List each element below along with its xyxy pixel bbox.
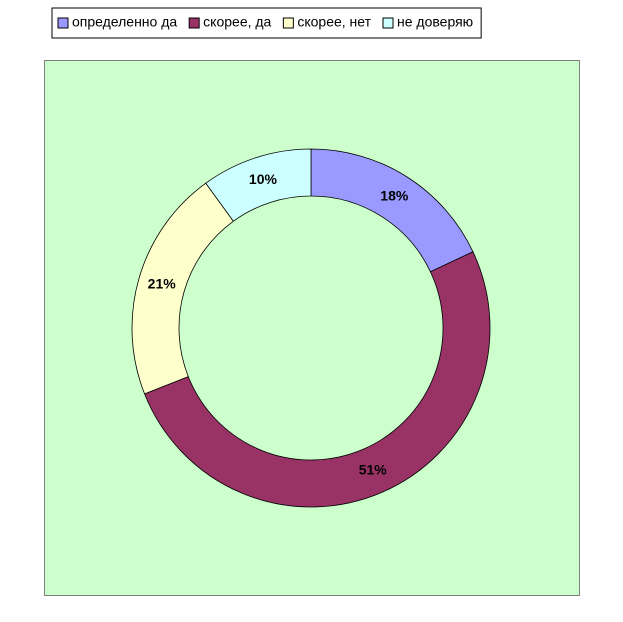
donut: 18% 51% 21% 10% [131, 148, 491, 508]
value-label: 51% [359, 461, 388, 477]
donut-slice [205, 148, 312, 222]
legend-label: скорее, да [203, 14, 271, 30]
value-label: 10% [249, 171, 278, 187]
legend-swatch [57, 17, 69, 29]
value-label: 18% [380, 187, 409, 203]
plot-area [44, 60, 580, 596]
legend-box [51, 7, 482, 39]
legend-swatch [282, 17, 294, 29]
legend-label: скорее, нет [297, 14, 371, 30]
legend-swatch [188, 17, 200, 29]
value-label: 21% [148, 275, 177, 291]
legend-swatch [382, 17, 394, 29]
donut-slice [144, 251, 491, 508]
legend-label: не доверяю [397, 14, 473, 30]
legend-label: определенно да [72, 14, 177, 30]
legend: определенно да скорее, да скорее, нет не до… [57, 14, 473, 30]
